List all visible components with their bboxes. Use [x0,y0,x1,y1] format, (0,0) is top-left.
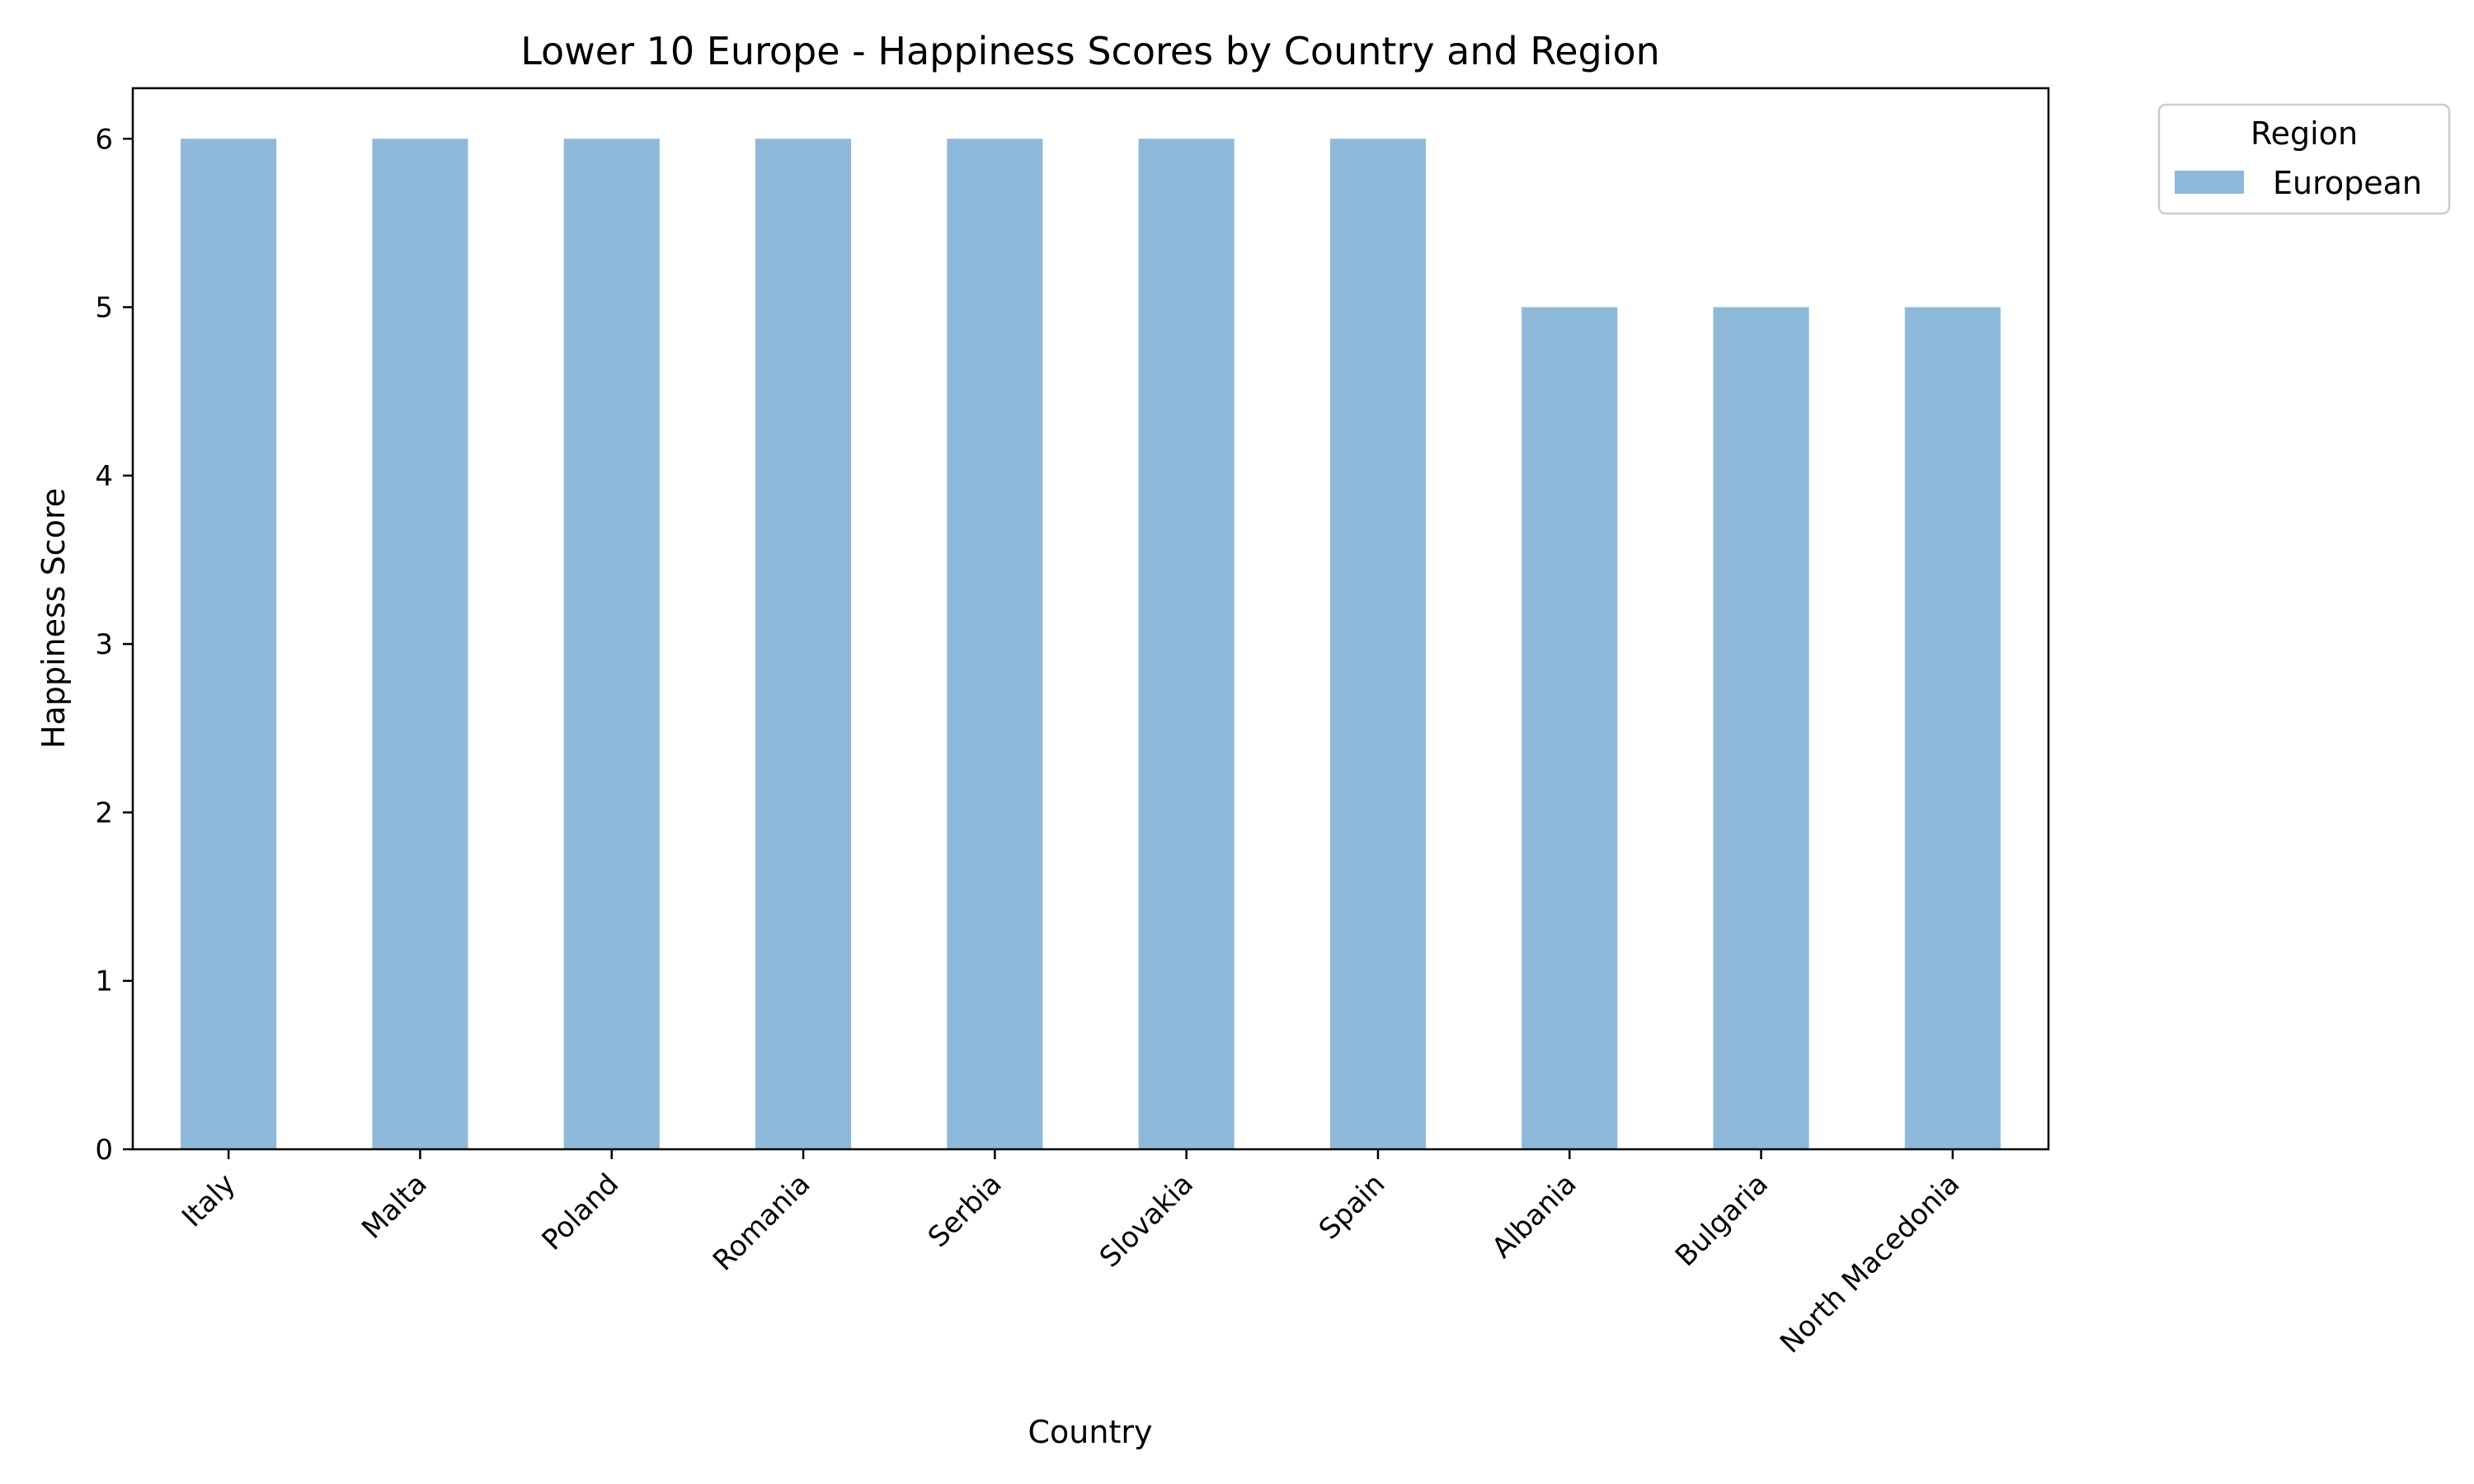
plot-frame [131,87,2050,1151]
x-tick-label: North Macedonia [1774,1167,1966,1360]
legend-swatch [2175,171,2244,194]
bars-group [181,139,2001,1150]
bar-serbia [947,139,1043,1149]
bar-bulgaria [1713,307,1809,1150]
x-tick-label: Spain [1313,1167,1391,1246]
y-tick-label: 4 [95,460,113,493]
x-tick-label: Italy [176,1167,242,1233]
y-tick-label: 5 [95,292,113,325]
x-axis-label: Country [1028,1414,1153,1450]
bar-italy [181,139,277,1149]
y-tick-label: 6 [95,123,113,156]
bar-malta [372,139,468,1149]
bar-slovakia [1138,139,1235,1149]
y-tick-label: 1 [95,965,113,998]
bar-poland [563,139,660,1149]
x-tick-label: Albania [1486,1167,1583,1265]
x-tick-label: Malta [355,1167,434,1246]
legend: Region European [2157,103,2451,215]
bar-albania [1522,307,1618,1150]
x-tick-label: Poland [536,1167,626,1257]
y-axis-label: Happiness Score [35,488,72,749]
legend-label-european: European [2273,165,2422,201]
x-tick-label: Bulgaria [1669,1167,1775,1273]
y-tick-label: 2 [95,796,113,829]
y-tick-label: 3 [95,628,113,661]
bar-spain [1329,139,1427,1149]
legend-title: Region [2251,115,2358,152]
bar-north-macedonia [1904,307,2001,1150]
x-axis: Italy Malta Poland Romania Serbia Slovakia Spa… [176,1149,1966,1360]
y-tick-label: 0 [95,1134,113,1167]
x-tick-label: Serbia [922,1167,1009,1254]
bar-romania [755,139,852,1149]
chart-title: Lower 10 Europe - Happiness Scores by Co… [520,29,1660,73]
x-tick-label: Romania [707,1167,816,1277]
y-axis: 0 1 2 3 4 5 6 [95,123,133,1167]
x-tick-label: Slovakia [1094,1167,1200,1274]
